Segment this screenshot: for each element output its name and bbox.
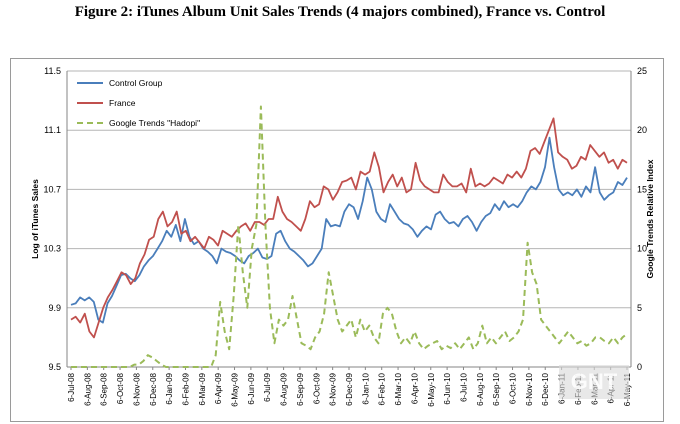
x-tick-label-11: 6-Jun-09 <box>247 372 256 404</box>
svg-text:GNT: GNT <box>571 369 618 394</box>
x-tick-label-16: 6-Nov-09 <box>329 372 338 405</box>
legend-label-1: France <box>109 98 136 108</box>
y-tick-label-5: 11.5 <box>44 66 61 76</box>
x-tick-label-27: 6-Oct-10 <box>509 372 518 404</box>
line-chart: 9.5 9.9 10.3 10.7 11.1 11.5 0 5 10 15 20 25 6-Jul-… <box>30 66 655 407</box>
x-axis-ticks: 6-Jul-08 6-Aug-08 6-Sep-08 6-Oct-08 6-Nov-08… <box>67 367 632 407</box>
y-tick-label-1: 9.9 <box>48 303 61 313</box>
series-lines <box>70 105 628 368</box>
y2-tick-label-5: 25 <box>637 66 647 76</box>
x-tick-label-21: 6-Apr-10 <box>410 372 419 404</box>
x-tick-label-14: 6-Sep-09 <box>296 372 305 405</box>
x-tick-label-28: 6-Nov-10 <box>525 372 534 405</box>
x-tick-label-0: 6-Jul-08 <box>67 372 76 401</box>
x-tick-label-17: 6-Dec-09 <box>345 372 354 405</box>
x-tick-label-5: 6-Dec-08 <box>149 372 158 405</box>
x-tick-label-10: 6-May-09 <box>231 372 240 406</box>
y-tick-label-3: 10.7 <box>43 184 61 194</box>
x-tick-label-7: 6-Feb-09 <box>181 372 190 405</box>
y2-axis-ticks: 0 5 10 15 20 25 <box>637 66 647 372</box>
x-tick-label-22: 6-May-10 <box>427 372 436 406</box>
x-tick-label-6: 6-Jan-09 <box>165 372 174 404</box>
y2-tick-label-3: 15 <box>637 184 647 194</box>
x-tick-label-26: 6-Sep-10 <box>492 372 501 405</box>
x-tick-label-18: 6-Jan-10 <box>361 372 370 404</box>
figure-title: Figure 2: iTunes Album Unit Sales Trends… <box>74 4 606 20</box>
x-tick-label-19: 6-Feb-10 <box>378 372 387 405</box>
y-tick-label-0: 9.5 <box>48 362 61 372</box>
series-line-2 <box>71 105 628 368</box>
x-tick-label-3: 6-Oct-08 <box>116 372 125 404</box>
x-tick-label-25: 6-Aug-10 <box>476 372 485 405</box>
x-tick-label-12: 6-Jul-09 <box>263 372 272 401</box>
x-tick-label-2: 6-Sep-08 <box>100 372 109 405</box>
y2-tick-label-2: 10 <box>637 244 647 254</box>
series-line-1 <box>70 117 628 339</box>
y2-tick-label-1: 5 <box>637 303 642 313</box>
legend: Control Group France Google Trends "Hadopi… <box>77 78 200 128</box>
x-tick-label-13: 6-Aug-09 <box>280 372 289 405</box>
legend-label-0: Control Group <box>109 78 163 88</box>
x-tick-label-4: 6-Nov-08 <box>132 372 141 405</box>
x-tick-label-23: 6-Jun-10 <box>443 372 452 404</box>
x-tick-label-24: 6-Jul-10 <box>459 372 468 401</box>
x-tick-label-29: 6-Dec-10 <box>541 372 550 405</box>
x-tick-label-15: 6-Oct-09 <box>312 372 321 404</box>
x-tick-label-20: 6-Mar-10 <box>394 372 403 405</box>
x-tick-label-9: 6-Apr-09 <box>214 372 223 404</box>
watermark: GNT <box>559 365 629 399</box>
x-tick-label-1: 6-Aug-08 <box>83 372 92 405</box>
series-line-0 <box>70 136 628 324</box>
chart-frame: 9.5 9.9 10.3 10.7 11.1 11.5 0 5 10 15 20 25 6-Jul-… <box>10 58 664 422</box>
y2-tick-label-0: 0 <box>637 362 642 372</box>
y-axis-ticks: 9.5 9.9 10.3 10.7 11.1 11.5 <box>43 66 61 372</box>
y-tick-label-2: 10.3 <box>43 244 61 254</box>
y2-tick-label-4: 20 <box>637 125 647 135</box>
y-tick-label-4: 11.1 <box>44 125 61 135</box>
legend-label-2: Google Trends "Hadopi" <box>109 118 200 128</box>
y2-axis-title: Google Trends Relative Index <box>645 159 655 278</box>
y-axis-title: Log of iTunes Sales <box>30 179 40 259</box>
x-tick-label-8: 6-Mar-09 <box>198 372 207 405</box>
